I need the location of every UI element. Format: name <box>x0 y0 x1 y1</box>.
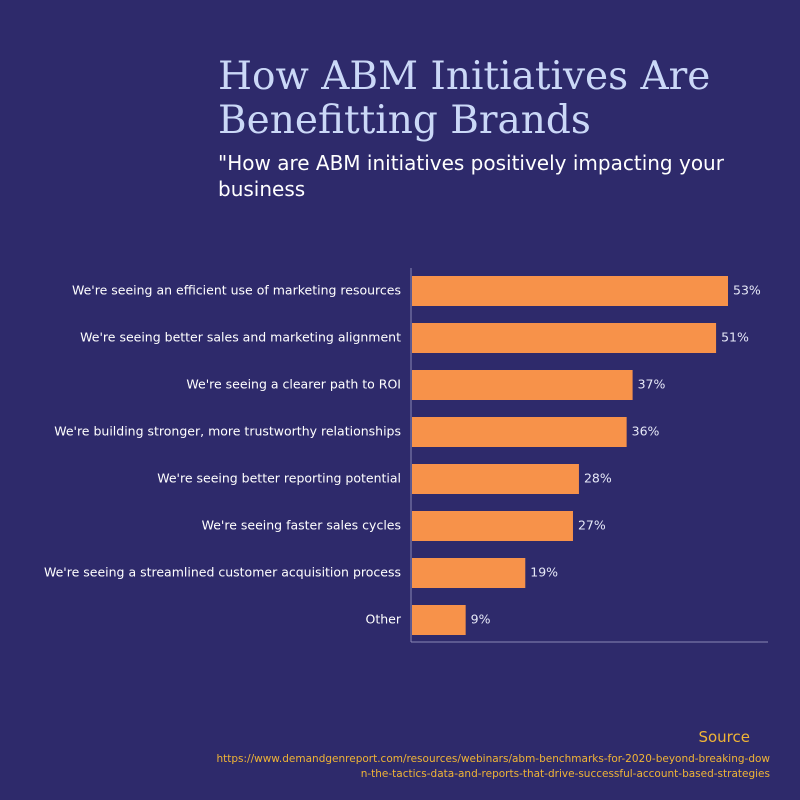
chart-subtitle: "How are ABM initiatives positively impa… <box>218 151 724 201</box>
value-label: 36% <box>632 424 660 439</box>
category-label: Other <box>366 612 402 627</box>
value-label: 28% <box>584 471 612 486</box>
source-url[interactable]: https://www.demandgenreport.com/resource… <box>216 753 770 780</box>
category-label: We're seeing faster sales cycles <box>202 518 401 533</box>
value-label: 53% <box>733 283 761 298</box>
bar <box>412 464 579 494</box>
bar <box>412 511 573 541</box>
category-label: We're seeing an efficient use of marketi… <box>72 283 401 298</box>
category-label: We're seeing a streamlined customer acqu… <box>44 565 401 580</box>
bar <box>412 323 717 353</box>
value-label: 19% <box>530 565 558 580</box>
bar-chart: We're seeing an efficient use of marketi… <box>44 268 768 643</box>
chart-title: How ABM Initiatives Are Benefitting Bran… <box>218 54 711 143</box>
value-label: 37% <box>638 377 666 392</box>
value-label: 27% <box>578 518 606 533</box>
bar <box>412 605 466 635</box>
category-label: We're seeing better sales and marketing … <box>80 330 401 345</box>
category-label: We're seeing a clearer path to ROI <box>186 377 401 392</box>
bar <box>412 276 728 306</box>
bars-layer: We're seeing an efficient use of marketi… <box>44 268 768 643</box>
bar <box>412 558 526 588</box>
value-label: 9% <box>471 612 491 627</box>
value-label: 51% <box>721 330 749 345</box>
source-label: Source <box>698 728 750 746</box>
category-label: We're seeing better reporting potential <box>157 471 401 486</box>
bar <box>412 417 627 447</box>
bar <box>412 370 633 400</box>
category-label: We're building stronger, more trustworth… <box>54 424 401 439</box>
